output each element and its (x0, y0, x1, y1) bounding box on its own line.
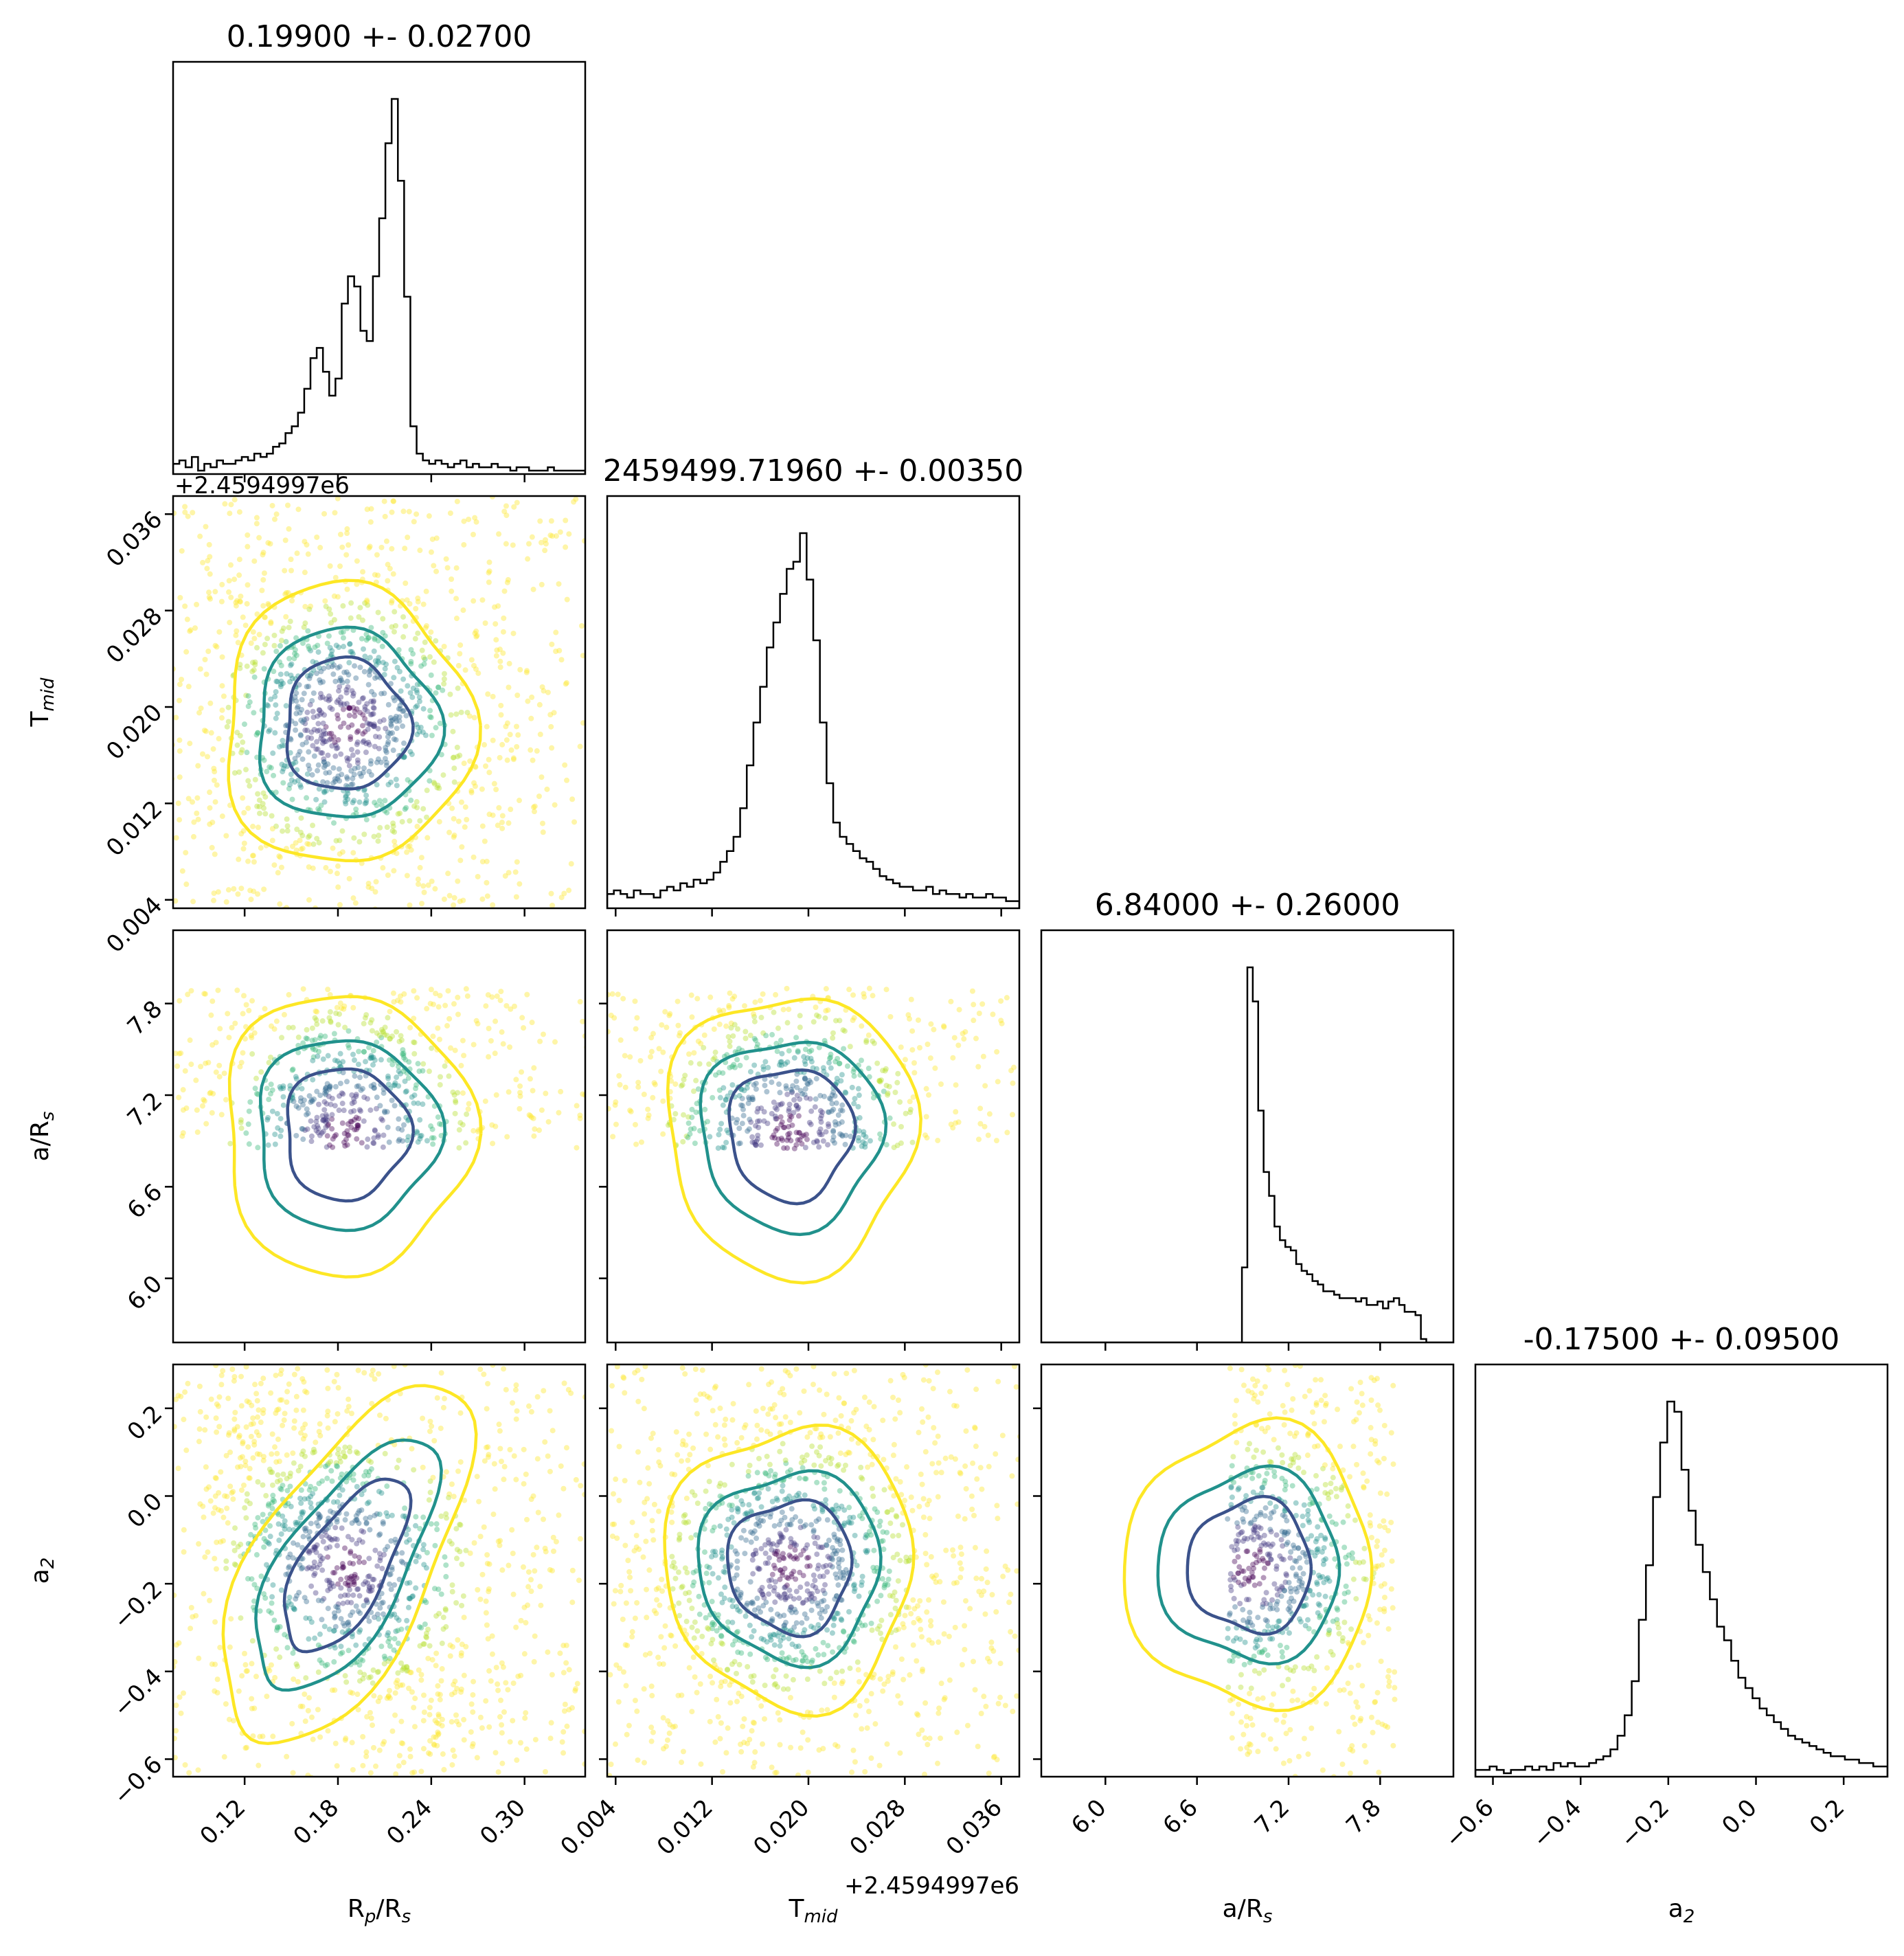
contour-mid (258, 1039, 447, 1233)
contour-mid (1156, 1464, 1341, 1666)
x-tick-label: 0.0 (1716, 1794, 1763, 1840)
x-tick-label: −0.6 (1440, 1794, 1499, 1854)
histogram-step-tmid (607, 532, 1019, 908)
panel-frame (1040, 1363, 1455, 1778)
panel-title-rp: 0.19900 +- 0.02700 (227, 19, 532, 54)
scatter-rp-ars (173, 986, 585, 1279)
panel-frame (172, 929, 587, 1344)
panel-title-ars: 6.84000 +- 0.26000 (1095, 888, 1401, 923)
y-axis-label-ars: a/Rs (26, 1112, 58, 1162)
scatter-rp-a2 (173, 1364, 585, 1777)
y-tick-label: 0.004 (101, 892, 168, 958)
x-tick-label: −0.2 (1615, 1794, 1675, 1854)
offset-text-y: +2.4594997e6 (174, 472, 350, 499)
panel-frame (172, 495, 587, 910)
y-tick-label: 7.8 (122, 996, 168, 1042)
panel-frame (1474, 1363, 1889, 1778)
x-tick-label: −0.4 (1528, 1794, 1587, 1854)
panel-frame (1040, 929, 1455, 1344)
contour-outer (663, 1424, 916, 1718)
y-tick-label: 6.6 (122, 1178, 168, 1224)
contour-inner (285, 655, 415, 791)
y-tick-label: 0.0 (122, 1487, 168, 1533)
x-tick-label: 0.2 (1804, 1794, 1850, 1840)
histogram-rp (173, 98, 585, 474)
x-axis-label-tmid: Tmid (788, 1895, 838, 1927)
x-axis-label-ars: a/Rs (1223, 1895, 1273, 1927)
contour-mid (699, 1040, 888, 1237)
histogram-tmid (607, 532, 1019, 908)
contour-outer (227, 578, 482, 863)
contour-outer (227, 995, 483, 1279)
x-axis-label-a2: a2 (1668, 1895, 1695, 1927)
x-tick-label: 0.020 (748, 1794, 815, 1861)
y-tick-label: −0.4 (109, 1663, 168, 1723)
panel-title-tmid: 2459499.71960 +- 0.00350 (603, 453, 1024, 488)
y-tick-label: 0.020 (101, 699, 168, 765)
contour-inner (286, 1067, 416, 1203)
panel-title-a2: -0.17500 +- 0.09500 (1523, 1322, 1840, 1357)
panel-frame (606, 1363, 1021, 1778)
scatter-ars-a2 (1122, 1364, 1398, 1777)
contour-inner (282, 1477, 413, 1654)
contour-inner (725, 1498, 854, 1639)
contour-mid (254, 1438, 443, 1692)
x-tick-label: 0.24 (381, 1794, 438, 1850)
y-axis-label-a2: a2 (26, 1558, 58, 1584)
x-tick-label: 7.8 (1341, 1794, 1387, 1840)
scatter-tmid-ars (607, 985, 1017, 1285)
y-tick-label: 7.2 (122, 1087, 168, 1133)
histogram-ars (1041, 966, 1453, 1342)
histogram-a2 (1475, 1400, 1888, 1777)
contour-mid (696, 1469, 883, 1670)
y-tick-label: 0.012 (101, 795, 168, 862)
panel-frame (606, 929, 1021, 1344)
histogram-step-rp (173, 98, 585, 474)
offset-text-x: +2.4594997e6 (844, 1872, 1019, 1900)
x-tick-label: 0.036 (941, 1794, 1008, 1861)
y-axis-label-tmid: Tmid (26, 677, 58, 728)
scatter-tmid-a2 (607, 1364, 1019, 1777)
histogram-step-a2 (1475, 1400, 1888, 1777)
panel-frame (606, 495, 1021, 910)
x-tick-label: 6.0 (1066, 1794, 1112, 1840)
x-tick-label: 6.6 (1157, 1794, 1203, 1840)
x-tick-label: 0.012 (652, 1794, 718, 1861)
y-tick-label: −0.6 (109, 1751, 168, 1810)
y-tick-label: 0.2 (122, 1400, 168, 1446)
x-tick-label: 0.12 (195, 1794, 251, 1850)
y-tick-label: −0.2 (109, 1575, 168, 1635)
contour-outer (221, 1384, 478, 1746)
x-tick-label: 7.2 (1249, 1794, 1295, 1840)
contour-outer (666, 997, 922, 1285)
panel-frame (172, 60, 587, 475)
y-tick-label: 0.036 (101, 506, 168, 572)
x-tick-label: 0.18 (288, 1794, 344, 1850)
contour-outer (1122, 1416, 1374, 1713)
contour-mid (258, 625, 446, 819)
x-tick-label: 0.30 (475, 1794, 531, 1850)
x-tick-label: 0.004 (555, 1794, 622, 1861)
scatter-rp-tmid (173, 496, 585, 908)
y-tick-label: 0.028 (101, 603, 168, 669)
histogram-step-ars (1041, 966, 1453, 1342)
x-axis-label-rp: Rp/Rs (348, 1895, 411, 1927)
contour-inner (1186, 1494, 1313, 1636)
contour-inner (727, 1068, 857, 1206)
y-tick-label: 6.0 (122, 1270, 168, 1316)
panel-frame (172, 1363, 587, 1778)
x-tick-label: 0.028 (845, 1794, 911, 1861)
